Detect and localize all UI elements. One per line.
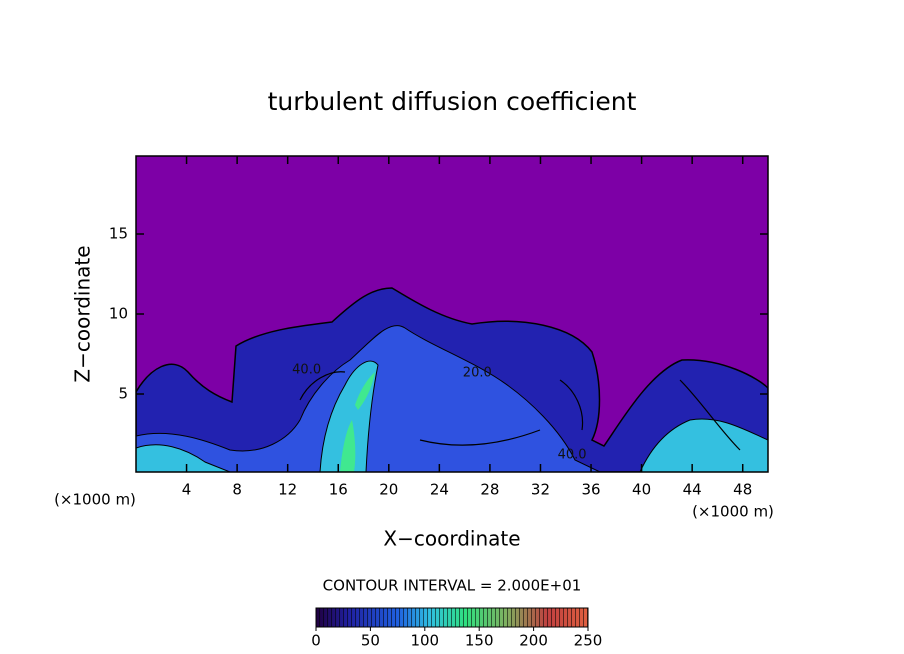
contour-label: 40.0 bbox=[292, 363, 321, 378]
x-tick-label: 4 bbox=[182, 481, 192, 499]
x-tick-label: 36 bbox=[581, 481, 600, 499]
x-tick-label: 8 bbox=[232, 481, 242, 499]
x-unit: (×1000 m) bbox=[692, 503, 774, 521]
x-unit: (×1000 m) bbox=[54, 491, 136, 509]
x-tick-label: 44 bbox=[683, 481, 702, 499]
y-tick-label: 15 bbox=[109, 225, 128, 243]
x-tick-label: 28 bbox=[480, 481, 499, 499]
y-tick-label: 10 bbox=[109, 305, 128, 323]
x-tick-label: 20 bbox=[379, 481, 398, 499]
x-tick-label: 40 bbox=[632, 481, 651, 499]
y-tick-label: 5 bbox=[118, 385, 128, 403]
chart-title: turbulent diffusion coefficient bbox=[268, 87, 637, 116]
x-tick-label: 32 bbox=[531, 481, 550, 499]
contour-label: 20.0 bbox=[463, 366, 492, 381]
contour-interval: CONTOUR INTERVAL = 2.000E+01 bbox=[323, 577, 582, 595]
colorbar-tick-label: 250 bbox=[574, 632, 603, 650]
colorbar-tick-label: 200 bbox=[519, 632, 548, 650]
y-axis-label: Z−coordinate bbox=[71, 245, 95, 382]
field bbox=[136, 156, 768, 472]
x-tick-label: 12 bbox=[278, 481, 297, 499]
contour-line bbox=[299, 371, 741, 451]
x-axis-label: X−coordinate bbox=[383, 527, 520, 551]
colorbar-frame bbox=[315, 607, 589, 628]
x-tick-label: 48 bbox=[733, 481, 752, 499]
field-region-peak bbox=[340, 372, 375, 472]
x-tick-label: 16 bbox=[329, 481, 348, 499]
field-region-high bbox=[136, 360, 768, 472]
colorbar-tick-label: 150 bbox=[465, 632, 494, 650]
colorbar-tick-label: 0 bbox=[311, 632, 321, 650]
colorbar-tick-label: 50 bbox=[361, 632, 380, 650]
colorbar-tick-label: 100 bbox=[410, 632, 439, 650]
contour-label: 40.0 bbox=[558, 447, 587, 462]
x-tick-label: 24 bbox=[430, 481, 449, 499]
